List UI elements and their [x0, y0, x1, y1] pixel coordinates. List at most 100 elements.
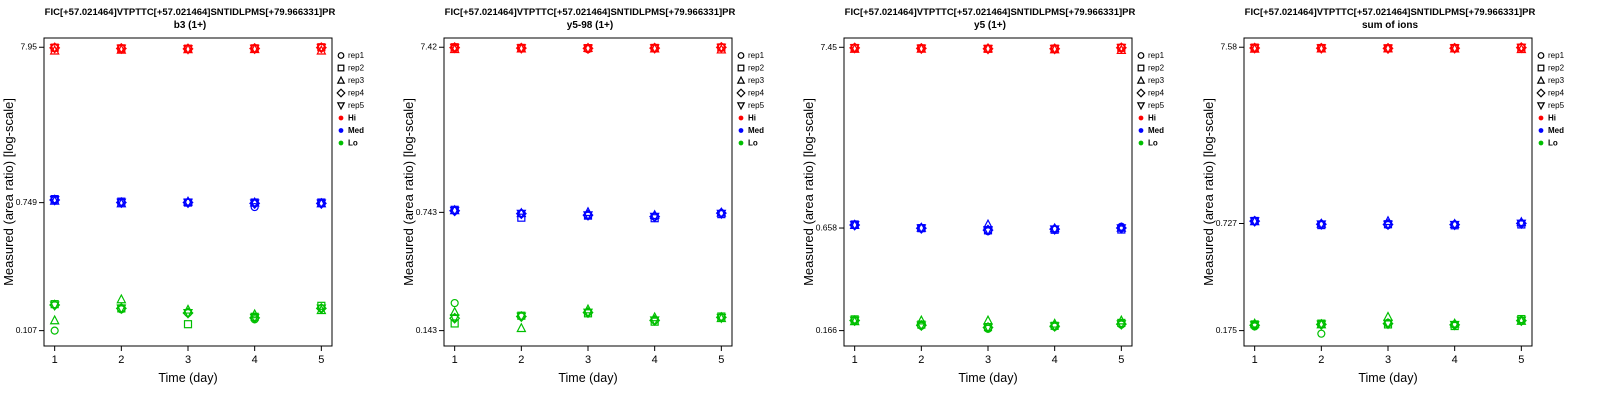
legend: rep1 rep2 rep3 rep4 rep5 Hi Med Lo [736, 51, 765, 148]
point-hi-rep5 [1116, 43, 1127, 54]
legend-label-hi: Hi [1148, 114, 1156, 123]
legend-label-lo: Lo [1148, 139, 1158, 148]
legend-marker-hi [738, 115, 744, 121]
x-tick-label: 5 [1118, 354, 1124, 366]
legend-label-rep2: rep2 [1148, 64, 1165, 73]
panel-sum-of-ions: FIC[+57.021464]VTPTTC[+57.021464]SNTIDLP… [1200, 0, 1600, 400]
point-lo-rep5 [182, 309, 194, 319]
legend-label-rep1: rep1 [1548, 51, 1565, 60]
legend-label-rep4: rep4 [748, 89, 765, 98]
legend-marker-rep1 [1137, 52, 1145, 59]
legend-marker-hi [338, 115, 344, 121]
y-tick-label: 0.107 [16, 325, 38, 335]
point-med-rep5 [1249, 217, 1260, 227]
point-med-rep3 [516, 207, 527, 218]
point-med-rep5 [1516, 219, 1527, 230]
chart-subtitle: sum of ions [1362, 20, 1419, 31]
x-axis-label: Time (day) [558, 371, 617, 385]
point-med-rep5 [1316, 220, 1327, 230]
legend-marker-rep5 [336, 102, 346, 111]
legend-marker-med [738, 128, 744, 133]
panel-y5: FIC[+57.021464]VTPTTC[+57.021464]SNTIDLP… [800, 0, 1200, 400]
y-tick-label: 0.166 [816, 325, 838, 335]
chart-subtitle: b3 (1+) [174, 20, 207, 31]
point-lo-rep5 [516, 312, 527, 323]
point-lo-rep3 [916, 314, 927, 325]
point-hi-rep5 [449, 43, 460, 54]
point-hi-rep5 [1249, 44, 1260, 54]
x-tick-label: 2 [1318, 354, 1324, 366]
x-axis-label: Time (day) [1358, 371, 1417, 385]
x-tick-label: 3 [985, 354, 991, 366]
x-tick-label: 2 [118, 354, 124, 366]
point-med-rep3 [716, 206, 727, 217]
legend-label-rep1: rep1 [1148, 51, 1165, 60]
point-med-rep1 [250, 202, 259, 212]
legend-marker-lo [1138, 140, 1144, 146]
point-med-rep5 [582, 211, 594, 221]
point-lo-rep5 [1449, 320, 1460, 331]
point-lo-rep3 [49, 314, 60, 325]
legend-label-rep5: rep5 [1148, 101, 1165, 110]
legend-marker-rep1 [737, 52, 745, 59]
point-lo-rep5 [316, 304, 327, 315]
y-tick-label: 7.95 [20, 42, 37, 52]
point-med-rep5 [649, 212, 660, 223]
legend-marker-hi [1138, 115, 1144, 121]
legend-marker-rep1 [337, 52, 345, 59]
legend-label-rep4: rep4 [1548, 89, 1565, 98]
point-med-rep2 [517, 213, 526, 222]
legend-marker-rep3 [1136, 75, 1146, 84]
point-med-rep5 [716, 209, 727, 220]
legend-label-lo: Lo [348, 139, 358, 148]
y-tick-label: 0.749 [16, 197, 38, 207]
point-med-rep3 [982, 218, 994, 229]
point-med-rep3 [182, 195, 194, 206]
legend-label-rep5: rep5 [1548, 101, 1565, 110]
point-lo-rep5 [1049, 322, 1060, 332]
point-hi-rep5 [1449, 44, 1460, 54]
legend-marker-lo [1538, 140, 1544, 146]
x-tick-label: 3 [1385, 354, 1391, 366]
qc-chart-b3: FIC[+57.021464]VTPTTC[+57.021464]SNTIDLP… [1, 7, 365, 385]
legend-marker-rep2 [337, 64, 345, 72]
point-hi-rep5 [982, 44, 994, 55]
data-points [1249, 42, 1527, 338]
point-hi-rep5 [1049, 44, 1060, 55]
legend: rep1 rep2 rep3 rep4 rep5 Hi Med Lo [1536, 51, 1565, 148]
point-lo-rep5 [849, 316, 860, 327]
legend-marker-rep3 [336, 75, 346, 84]
legend-marker-rep5 [736, 102, 746, 111]
y-tick-label: 0.175 [1216, 325, 1238, 335]
point-med-rep3 [1316, 218, 1327, 228]
x-axis: 1 2 3 4 5 [452, 346, 724, 366]
y-axis: 7.42 0.743 0.143 [416, 42, 444, 335]
chart-title: FIC[+57.021464]VTPTTC[+57.021464]SNTIDLP… [45, 7, 336, 18]
x-tick-label: 1 [452, 354, 458, 366]
y-tick-label: 7.42 [420, 42, 437, 52]
legend-label-rep5: rep5 [748, 101, 765, 110]
point-lo-rep5 [1249, 321, 1260, 331]
point-hi-rep5 [1316, 44, 1327, 54]
point-lo-rep5 [716, 313, 727, 324]
point-lo-rep1 [1317, 329, 1326, 338]
legend-marker-rep4 [1136, 88, 1146, 98]
point-lo-rep5 [49, 301, 60, 312]
x-axis-label: Time (day) [158, 371, 217, 385]
point-med-rep3 [1516, 216, 1527, 227]
legend-marker-rep4 [336, 88, 346, 98]
y-axis: 7.58 0.727 0.175 [1216, 42, 1244, 335]
point-med-rep5 [182, 198, 194, 209]
point-hi-rep3 [582, 42, 594, 53]
plot-box [43, 37, 333, 347]
point-lo-rep5 [982, 323, 994, 334]
panel-b3: FIC[+57.021464]VTPTTC[+57.021464]SNTIDLP… [0, 0, 400, 400]
legend-marker-rep4 [1536, 88, 1546, 98]
legend-marker-hi [1538, 115, 1544, 121]
x-tick-label: 4 [252, 354, 258, 366]
point-hi-rep5 [716, 43, 727, 54]
legend-label-rep3: rep3 [748, 76, 765, 85]
point-lo-rep3 [116, 293, 127, 304]
point-lo-rep5 [1316, 320, 1327, 331]
legend-marker-rep1 [1537, 52, 1545, 59]
